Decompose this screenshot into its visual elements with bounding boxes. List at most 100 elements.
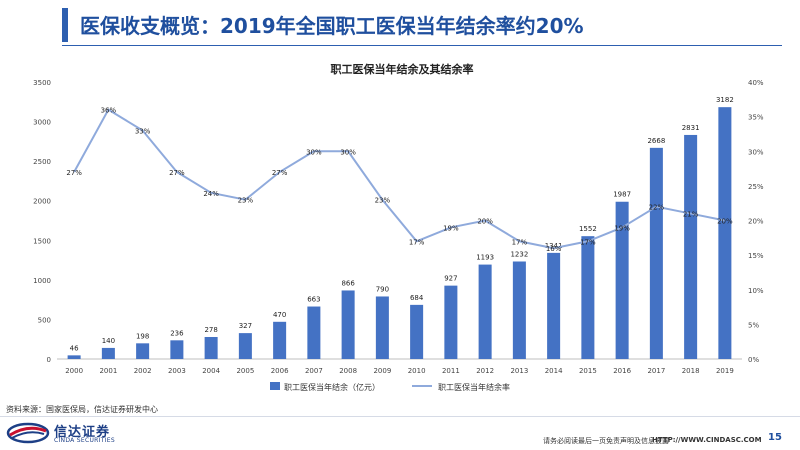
y-right-tick-label: 0% bbox=[748, 356, 759, 364]
line-data-label: 20% bbox=[717, 218, 733, 226]
logo-wordmark: 信达证券 bbox=[54, 425, 111, 440]
y-right-tick-label: 40% bbox=[748, 79, 764, 87]
line-data-label: 23% bbox=[238, 197, 254, 205]
bar bbox=[170, 340, 184, 359]
legend-bar-label: 职工医保当年结余（亿元） bbox=[284, 382, 380, 392]
legend-bar-swatch bbox=[270, 382, 280, 390]
y-right-tick-label: 30% bbox=[748, 148, 764, 156]
bar-data-label: 3182 bbox=[716, 96, 734, 104]
x-tick-label: 2018 bbox=[682, 367, 700, 375]
y-left-tick-label: 0 bbox=[47, 356, 51, 364]
y-left-tick-label: 1000 bbox=[33, 277, 51, 285]
bar-data-label: 2668 bbox=[647, 137, 665, 145]
disclaimer-note: 请务必阅读最后一页免责声明及信息披露 bbox=[543, 437, 669, 445]
line-data-label: 27% bbox=[66, 169, 82, 177]
website-link[interactable]: HTTP://WWW.CINDASC.COM bbox=[652, 436, 762, 444]
title-divider bbox=[62, 45, 782, 46]
legend-line-label: 职工医保当年结余率 bbox=[438, 382, 510, 392]
x-tick-label: 2013 bbox=[510, 367, 528, 375]
bar bbox=[547, 252, 561, 359]
line-data-label: 36% bbox=[101, 107, 117, 115]
cinda-logo-icon bbox=[6, 422, 50, 444]
y-right-tick-label: 10% bbox=[748, 287, 764, 295]
bar-data-label: 1232 bbox=[510, 250, 528, 258]
x-tick-label: 2011 bbox=[442, 367, 460, 375]
bar bbox=[410, 304, 424, 359]
x-tick-label: 2000 bbox=[65, 367, 83, 375]
y-left-tick-label: 3500 bbox=[33, 79, 51, 87]
bar bbox=[375, 296, 389, 359]
y-right-tick-label: 20% bbox=[748, 218, 764, 226]
line-data-label: 27% bbox=[169, 169, 185, 177]
logo-english: CINDA SECURITIES bbox=[54, 437, 115, 444]
x-tick-label: 2014 bbox=[545, 367, 563, 375]
y-right-tick-label: 15% bbox=[748, 252, 764, 260]
bar bbox=[684, 134, 698, 359]
line-data-label: 19% bbox=[443, 224, 459, 232]
x-tick-label: 2007 bbox=[305, 367, 323, 375]
line-data-label: 22% bbox=[649, 204, 665, 212]
x-tick-label: 2015 bbox=[579, 367, 597, 375]
bar bbox=[512, 261, 526, 359]
bar bbox=[581, 236, 595, 359]
x-tick-label: 2016 bbox=[613, 367, 631, 375]
y-left-tick-label: 3000 bbox=[33, 119, 51, 127]
bar-data-label: 2831 bbox=[682, 124, 700, 132]
bar-data-label: 470 bbox=[273, 311, 286, 319]
x-tick-label: 2005 bbox=[236, 367, 254, 375]
x-tick-label: 2004 bbox=[202, 367, 220, 375]
footer-divider bbox=[0, 416, 800, 417]
line-data-label: 33% bbox=[135, 127, 151, 135]
line-data-label: 23% bbox=[375, 197, 391, 205]
bar bbox=[615, 201, 629, 359]
surplus-chart: 职工医保当年结余及其结余率 0 500 1000 1500 2000 2500 3000 35… bbox=[33, 62, 764, 392]
bar-data-label: 1552 bbox=[579, 225, 597, 233]
title-accent-bar bbox=[62, 8, 68, 42]
page-title: 医保收支概览：2019年全国职工医保当年结余率约20% bbox=[80, 14, 584, 38]
bar bbox=[67, 355, 81, 359]
line-data-label: 17% bbox=[409, 238, 425, 246]
bar-data-label: 46 bbox=[70, 344, 79, 352]
x-tick-label: 2001 bbox=[99, 367, 117, 375]
bar-data-label: 140 bbox=[102, 337, 115, 345]
line-data-label: 17% bbox=[580, 238, 596, 246]
x-tick-label: 2010 bbox=[408, 367, 426, 375]
x-tick-label: 2017 bbox=[647, 367, 665, 375]
line-data-label: 27% bbox=[272, 169, 288, 177]
x-tick-label: 2006 bbox=[271, 367, 289, 375]
bar bbox=[478, 264, 492, 359]
y-right-tick-label: 5% bbox=[748, 321, 759, 329]
bar-data-label: 198 bbox=[136, 332, 149, 340]
bar-data-label: 866 bbox=[341, 279, 355, 287]
bar-data-label: 1987 bbox=[613, 191, 631, 199]
bar bbox=[204, 336, 218, 359]
line-data-label: 24% bbox=[203, 190, 219, 198]
bar bbox=[101, 347, 115, 359]
bar bbox=[718, 107, 732, 360]
y-right-tick-label: 35% bbox=[748, 114, 764, 122]
rate-line bbox=[73, 108, 726, 250]
line-data-label: 20% bbox=[477, 218, 493, 226]
line-data-label: 30% bbox=[306, 148, 322, 156]
x-tick-label: 2019 bbox=[716, 367, 734, 375]
line-data-label: 17% bbox=[512, 238, 528, 246]
bar-data-label: 278 bbox=[204, 326, 217, 334]
x-tick-label: 2012 bbox=[476, 367, 494, 375]
page-number: 15 bbox=[768, 432, 782, 443]
bar bbox=[136, 343, 150, 359]
line-data-label: 30% bbox=[340, 148, 356, 156]
y-right-tick-label: 25% bbox=[748, 183, 764, 191]
bar bbox=[444, 285, 458, 359]
x-tick-label: 2009 bbox=[373, 367, 391, 375]
y-left-tick-label: 1500 bbox=[33, 237, 51, 245]
x-tick-label: 2003 bbox=[168, 367, 186, 375]
bar-data-label: 790 bbox=[376, 285, 389, 293]
line-data-label: 16% bbox=[546, 245, 562, 253]
y-left-tick-label: 500 bbox=[38, 316, 51, 324]
x-tick-label: 2008 bbox=[339, 367, 357, 375]
bar-data-label: 1341 bbox=[545, 242, 563, 250]
bar bbox=[238, 333, 252, 359]
line-data-label: 21% bbox=[683, 211, 699, 219]
bar-data-label: 1193 bbox=[476, 254, 494, 262]
line-data-label: 19% bbox=[614, 224, 630, 232]
